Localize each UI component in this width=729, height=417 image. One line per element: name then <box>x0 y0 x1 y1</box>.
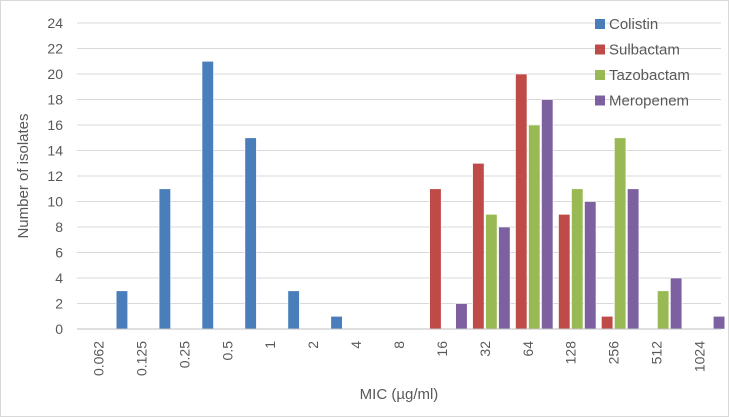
x-tick-label: 2 <box>305 341 321 349</box>
legend-item-sulbactam: Sulbactam <box>595 42 680 59</box>
x-tick-label: 512 <box>649 341 665 365</box>
x-tick-label: 0.5 <box>219 341 235 361</box>
legend-swatch <box>595 95 605 106</box>
y-tick-label: 2 <box>55 296 63 312</box>
bar-meropenem <box>498 226 511 330</box>
legend-label: Tazobactam <box>609 67 690 84</box>
bar-colistin <box>244 137 257 330</box>
bar-colistin <box>158 188 171 330</box>
bar-tazobactam <box>614 137 627 330</box>
x-axis-title: MIC (µg/ml) <box>360 386 439 403</box>
bar-colistin <box>201 60 214 330</box>
bar-colistin <box>330 315 343 330</box>
bar-meropenem <box>541 99 554 330</box>
x-tick-label: 8 <box>391 341 407 349</box>
bar-sulbactam <box>472 163 485 330</box>
x-tick-label: 256 <box>606 341 622 365</box>
gridlines <box>77 22 721 304</box>
bar-meropenem <box>584 201 597 330</box>
y-tick-label: 20 <box>47 66 63 82</box>
bar-sulbactam <box>429 188 442 330</box>
legend-swatch <box>595 70 605 80</box>
bar-tazobactam <box>528 124 541 330</box>
bar-tazobactam <box>571 188 584 330</box>
x-tick-label: 128 <box>563 341 579 365</box>
bar-colistin <box>115 290 128 330</box>
bar-meropenem <box>455 303 468 330</box>
bar-sulbactam <box>558 214 571 330</box>
legend-swatch <box>595 44 605 55</box>
x-tick-label: 16 <box>434 341 450 357</box>
y-tick-label: 8 <box>55 219 63 235</box>
x-tick-label: 0.125 <box>133 341 149 376</box>
x-tick-label: 1024 <box>692 341 708 372</box>
y-tick-label: 14 <box>47 143 63 159</box>
legend-item-meropenem: Meropenem <box>595 93 689 110</box>
bar-sulbactam <box>601 315 614 330</box>
bar-tazobactam <box>657 290 670 330</box>
x-tick-label: 64 <box>520 341 536 357</box>
y-tick-label: 6 <box>55 245 63 261</box>
bar-meropenem <box>627 188 640 330</box>
x-tick-label: 32 <box>477 341 493 357</box>
x-tick-label: 0.25 <box>176 341 192 368</box>
y-tick-label: 12 <box>47 168 63 184</box>
x-tick-label: 4 <box>348 341 364 349</box>
legend-label: Sulbactam <box>609 42 680 59</box>
x-tick-label: 1 <box>262 341 278 349</box>
x-tick-label: 0.062 <box>90 341 106 376</box>
y-tick-label: 0 <box>55 321 63 337</box>
y-tick-label: 4 <box>55 270 63 286</box>
y-tick-label: 10 <box>47 194 63 210</box>
y-tick-label: 16 <box>47 117 63 133</box>
y-tick-label: 24 <box>47 15 63 31</box>
bars <box>115 60 726 330</box>
y-tick-label: 22 <box>47 41 63 57</box>
bar-meropenem <box>712 315 726 330</box>
bar-tazobactam <box>485 214 498 330</box>
legend-item-tazobactam: Tazobactam <box>595 67 690 84</box>
legend: Colistin Sulbactam Tazobactam Meropenem <box>595 16 690 110</box>
bar-meropenem <box>670 277 683 330</box>
legend-label: Meropenem <box>609 93 689 110</box>
bar-sulbactam <box>515 73 528 330</box>
legend-item-colistin: Colistin <box>595 16 658 33</box>
y-axis-title: Number of isolates <box>15 113 32 238</box>
legend-swatch <box>595 19 605 29</box>
bar-colistin <box>287 290 300 330</box>
legend-label: Colistin <box>609 16 658 33</box>
y-tick-label: 18 <box>47 92 63 108</box>
